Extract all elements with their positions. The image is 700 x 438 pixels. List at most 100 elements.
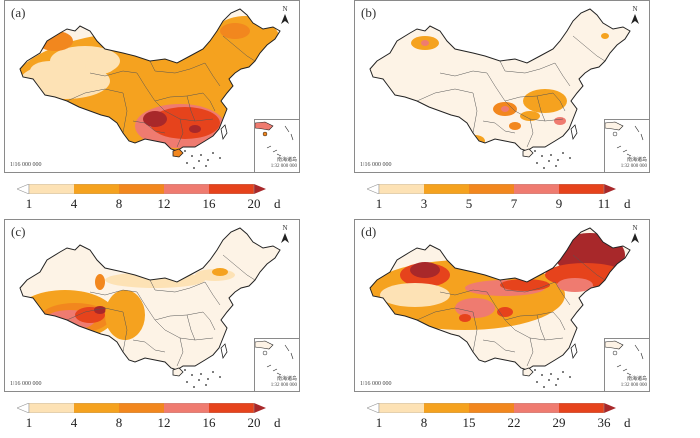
value-region: [421, 40, 429, 46]
island: [541, 374, 543, 376]
island: [557, 159, 559, 161]
island: [207, 378, 209, 380]
province-boundary: [202, 92, 216, 112]
north-label: N: [632, 5, 638, 13]
colorbar-segment: [29, 184, 74, 194]
province-boundary: [89, 70, 138, 77]
inset-caption-scale: 1∶32 000 000: [620, 383, 647, 388]
value-region: [459, 314, 471, 322]
colorbar-tick-label: 1: [375, 415, 383, 430]
island: [536, 162, 538, 164]
province-boundary: [552, 311, 566, 331]
province-boundary: [554, 281, 571, 306]
island: [205, 384, 207, 386]
colorbar-tick-label: 20: [247, 415, 261, 430]
inset-caption-name: 南海诸岛: [276, 158, 297, 163]
taiwan-island: [220, 124, 228, 141]
island: [184, 150, 186, 152]
colorbar-high-arrow: [254, 184, 266, 194]
value-region: [189, 125, 201, 133]
province-boundary: [526, 337, 534, 367]
map-frame: (b) N 1∶16 000 000 南海诸岛 1∶32 000 000: [354, 0, 650, 173]
colorbar-segment: [209, 184, 254, 194]
colorbar-tick-label: 22: [507, 415, 521, 430]
colorbar-ticks: 1 3 5 7 9 11 d: [367, 196, 667, 212]
country-border: [19, 227, 281, 371]
province-boundary: [66, 88, 124, 102]
colorbar-low-arrow: [17, 403, 30, 413]
inset-caption: 南海诸岛 1∶32 000 000: [271, 377, 297, 389]
value-region: [212, 268, 228, 276]
south-china-sea-inset: 南海诸岛 1∶32 000 000: [254, 119, 299, 172]
panel-a: (a) N 1∶16 000 000 南海诸岛 1∶32 000 000 1 4 8…: [0, 0, 350, 219]
province-boundary: [554, 62, 571, 87]
island: [219, 157, 221, 159]
value-region: [410, 262, 440, 278]
taiwan-island: [570, 343, 578, 360]
island: [550, 373, 552, 375]
island: [191, 374, 193, 376]
island: [193, 167, 195, 169]
province-boundary: [122, 92, 128, 134]
island: [205, 165, 207, 167]
colorbar-segment: [164, 184, 209, 194]
taiwan-island: [570, 124, 578, 141]
colorbar-tick-label: 20: [247, 196, 261, 211]
island: [543, 386, 545, 388]
island: [184, 369, 186, 371]
value-region: [500, 279, 550, 291]
province-boundary: [504, 92, 554, 102]
north-arrow: N: [629, 224, 641, 243]
value-region: [143, 111, 167, 127]
colorbar-tick-label: 29: [552, 415, 566, 430]
north-arrow-icon: [631, 233, 639, 243]
province-boundary: [552, 92, 566, 112]
north-arrow-icon: [631, 14, 639, 24]
panel-b: (b) N 1∶16 000 000 南海诸岛 1∶32 000 000 1 3 5…: [350, 0, 700, 219]
province-boundary: [204, 62, 221, 87]
province-boundary: [154, 92, 204, 102]
island: [186, 381, 188, 383]
north-arrow-icon: [281, 233, 289, 243]
colorbar-segment: [74, 403, 119, 413]
colorbar-tick-label: 12: [157, 196, 171, 211]
province-boundary: [486, 291, 516, 331]
value-region: [601, 33, 609, 39]
value-region: [501, 106, 509, 112]
colorbar-tick-label: 5: [465, 196, 473, 211]
value-region: [105, 290, 145, 340]
value-region: [509, 122, 521, 130]
island: [548, 379, 550, 381]
panel-c: (c) N 1∶16 000 000 南海诸岛 1∶32 000 000 1 4 8…: [0, 219, 350, 438]
colorbar: [367, 403, 616, 413]
inset-map: [605, 121, 644, 157]
province-boundary: [176, 337, 184, 367]
colorbar-high-arrow: [604, 403, 616, 413]
colorbar-segment: [209, 403, 254, 413]
china-map: [369, 8, 631, 169]
colorbar-tick-label: 36: [597, 415, 611, 430]
colorbar-segment: [514, 184, 559, 194]
province-boundary: [154, 311, 204, 321]
hainan-island: [172, 367, 184, 377]
map-scale: 1∶16 000 000: [10, 162, 42, 168]
colorbar-unit: d: [274, 415, 281, 430]
province-boundary: [132, 339, 166, 353]
north-arrow: N: [279, 224, 291, 243]
china-map: [19, 227, 281, 388]
inset-caption-scale: 1∶32 000 000: [270, 164, 297, 169]
value-region: [94, 306, 106, 314]
island: [557, 378, 559, 380]
province-boundary: [472, 92, 478, 134]
inset-map: [255, 121, 294, 157]
map-scale: 1∶16 000 000: [10, 381, 42, 387]
inset-map: [605, 340, 644, 376]
island: [198, 379, 200, 381]
island: [186, 162, 188, 164]
province-boundary: [164, 329, 214, 341]
island: [193, 386, 195, 388]
colorbar-segment: [469, 403, 514, 413]
province-boundary: [202, 311, 216, 331]
colorbar-ticks: 1 8 15 22 29 36 d: [367, 415, 667, 431]
inset-caption-name: 南海诸岛: [276, 377, 297, 382]
